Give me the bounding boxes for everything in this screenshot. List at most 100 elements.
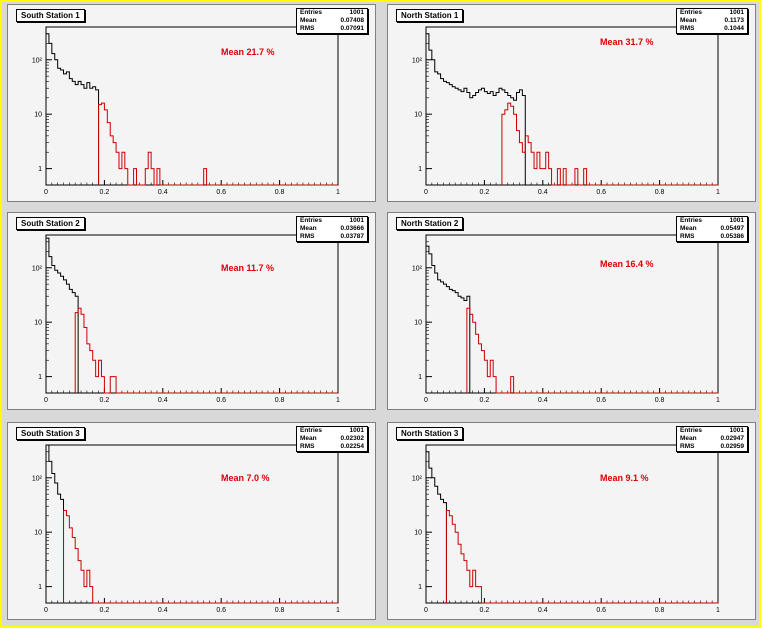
- stats-rms-value: 0.02959: [720, 443, 745, 450]
- y-tick-label: 1: [38, 584, 42, 591]
- x-tick-label: 1: [336, 189, 340, 196]
- histogram-series-red: [466, 307, 718, 394]
- x-tick-label: 0.6: [596, 189, 606, 196]
- mean-annotation: Mean 9.1 %: [600, 473, 649, 483]
- y-tick-label: 10²: [412, 475, 423, 482]
- histogram-series-red: [74, 307, 338, 394]
- x-tick-label: 1: [716, 397, 720, 404]
- histogram-series-red: [63, 510, 338, 604]
- stats-mean-value: 0.1173: [724, 17, 744, 24]
- x-tick-label: 0: [44, 607, 48, 614]
- stats-entries-label: Entries: [300, 9, 323, 16]
- stats-mean-label: Mean: [300, 435, 317, 442]
- histogram-series-red: [501, 102, 718, 186]
- x-tick-label: 0.2: [480, 607, 490, 614]
- stats-mean-label: Mean: [680, 17, 697, 24]
- histogram-title: South Station 1: [16, 9, 85, 22]
- stats-mean-label: Mean: [680, 435, 697, 442]
- histogram-plot: 0 0.2 0.4 0.6 0.8 1 1 10 10²: [412, 26, 720, 196]
- y-tick-label: 10: [34, 112, 42, 119]
- stats-box: Entries 1001 Mean 0.02947 RMS 0.02959: [676, 426, 748, 452]
- histogram-series-red: [98, 102, 338, 186]
- histogram-series-black: [45, 237, 79, 393]
- stats-rms-label: RMS: [300, 443, 315, 450]
- x-tick-label: 0.2: [480, 397, 490, 404]
- y-tick-label: 10: [34, 530, 42, 537]
- y-tick-label: 10: [34, 320, 42, 327]
- stats-mean-value: 0.07408: [340, 17, 365, 24]
- y-tick-label: 10²: [32, 265, 43, 272]
- mean-annotation: Mean 16.4 %: [600, 259, 654, 269]
- y-tick-label: 1: [38, 166, 42, 173]
- histogram-title: South Station 3: [16, 427, 85, 440]
- y-tick-label: 10: [414, 530, 422, 537]
- stats-rms-label: RMS: [680, 25, 695, 32]
- histogram-pad-south-station-2: 0 0.2 0.4 0.6 0.8 1 1 10 10² South Station 2 Ent…: [7, 212, 376, 410]
- x-tick-label: 0: [424, 189, 428, 196]
- y-tick-label: 1: [418, 166, 422, 173]
- histogram-pad-north-station-2: 0 0.2 0.4 0.6 0.8 1 1 10 10² North Station 2 Ent…: [387, 212, 756, 410]
- stats-rms-label: RMS: [300, 233, 315, 240]
- x-tick-label: 0.6: [216, 397, 226, 404]
- stats-mean-value: 0.05497: [720, 225, 745, 232]
- plot-frame: [425, 26, 719, 186]
- stats-box: Entries 1001 Mean 0.05497 RMS 0.05386: [676, 216, 748, 242]
- stats-rms-label: RMS: [680, 233, 695, 240]
- stats-mean-value: 0.02947: [720, 435, 745, 442]
- y-tick-label: 1: [418, 374, 422, 381]
- x-tick-label: 0.6: [596, 607, 606, 614]
- histogram-title: South Station 2: [16, 217, 85, 230]
- x-tick-label: 0.4: [538, 607, 548, 614]
- stats-rms-value: 0.02254: [340, 443, 365, 450]
- x-tick-label: 1: [716, 189, 720, 196]
- x-tick-label: 0.8: [655, 189, 665, 196]
- stats-entries-value: 1001: [729, 9, 744, 16]
- stats-rms-label: RMS: [680, 443, 695, 450]
- histogram-plot: 0 0.2 0.4 0.6 0.8 1 1 10 10²: [412, 444, 720, 614]
- x-tick-label: 0.6: [216, 607, 226, 614]
- stats-entries-label: Entries: [680, 217, 703, 224]
- plot-frame: [45, 26, 339, 186]
- x-tick-label: 0: [424, 397, 428, 404]
- stats-rms-value: 0.03787: [340, 233, 365, 240]
- histogram-title: North Station 1: [396, 9, 464, 22]
- stats-rms-value: 0.05386: [720, 233, 745, 240]
- stats-mean-value: 0.03666: [340, 225, 365, 232]
- stats-box: Entries 1001 Mean 0.1173 RMS 0.1044: [676, 8, 748, 34]
- histogram-plot: 0 0.2 0.4 0.6 0.8 1 1 10 10²: [32, 234, 340, 404]
- y-tick-label: 10²: [32, 475, 43, 482]
- stats-entries-label: Entries: [300, 217, 323, 224]
- x-tick-label: 0: [44, 189, 48, 196]
- stats-entries-label: Entries: [680, 9, 703, 16]
- x-tick-label: 0.6: [596, 397, 606, 404]
- histogram-pad-north-station-1: 0 0.2 0.4 0.6 0.8 1 1 10 10² North Station 1 Ent…: [387, 4, 756, 202]
- x-tick-label: 1: [336, 607, 340, 614]
- y-tick-label: 10: [414, 320, 422, 327]
- x-tick-label: 0.2: [100, 607, 110, 614]
- stats-box: Entries 1001 Mean 0.03666 RMS 0.03787: [296, 216, 368, 242]
- stats-mean-label: Mean: [300, 225, 317, 232]
- x-tick-label: 0.8: [275, 607, 285, 614]
- histogram-series-red: [445, 510, 718, 604]
- x-tick-label: 0.8: [655, 607, 665, 614]
- histogram-plot: 0 0.2 0.4 0.6 0.8 1 1 10 10²: [32, 26, 340, 196]
- y-tick-label: 1: [418, 584, 422, 591]
- plot-frame: [425, 444, 719, 604]
- stats-entries-value: 1001: [349, 9, 364, 16]
- stats-entries-value: 1001: [349, 217, 364, 224]
- stats-entries-label: Entries: [300, 427, 323, 434]
- x-tick-label: 0.8: [275, 397, 285, 404]
- y-tick-label: 10: [414, 112, 422, 119]
- histogram-pad-north-station-3: 0 0.2 0.4 0.6 0.8 1 1 10 10² North Station 3 Ent…: [387, 422, 756, 620]
- histogram-plot: 0 0.2 0.4 0.6 0.8 1 1 10 10²: [32, 444, 340, 614]
- x-tick-label: 0.4: [158, 397, 168, 404]
- histogram-series-black: [425, 33, 526, 185]
- x-tick-label: 0.4: [538, 189, 548, 196]
- x-tick-label: 0: [44, 397, 48, 404]
- stats-mean-label: Mean: [680, 225, 697, 232]
- histogram-title: North Station 3: [396, 427, 464, 440]
- x-tick-label: 0.8: [275, 189, 285, 196]
- stats-entries-label: Entries: [680, 427, 703, 434]
- plot-frame: [425, 234, 719, 394]
